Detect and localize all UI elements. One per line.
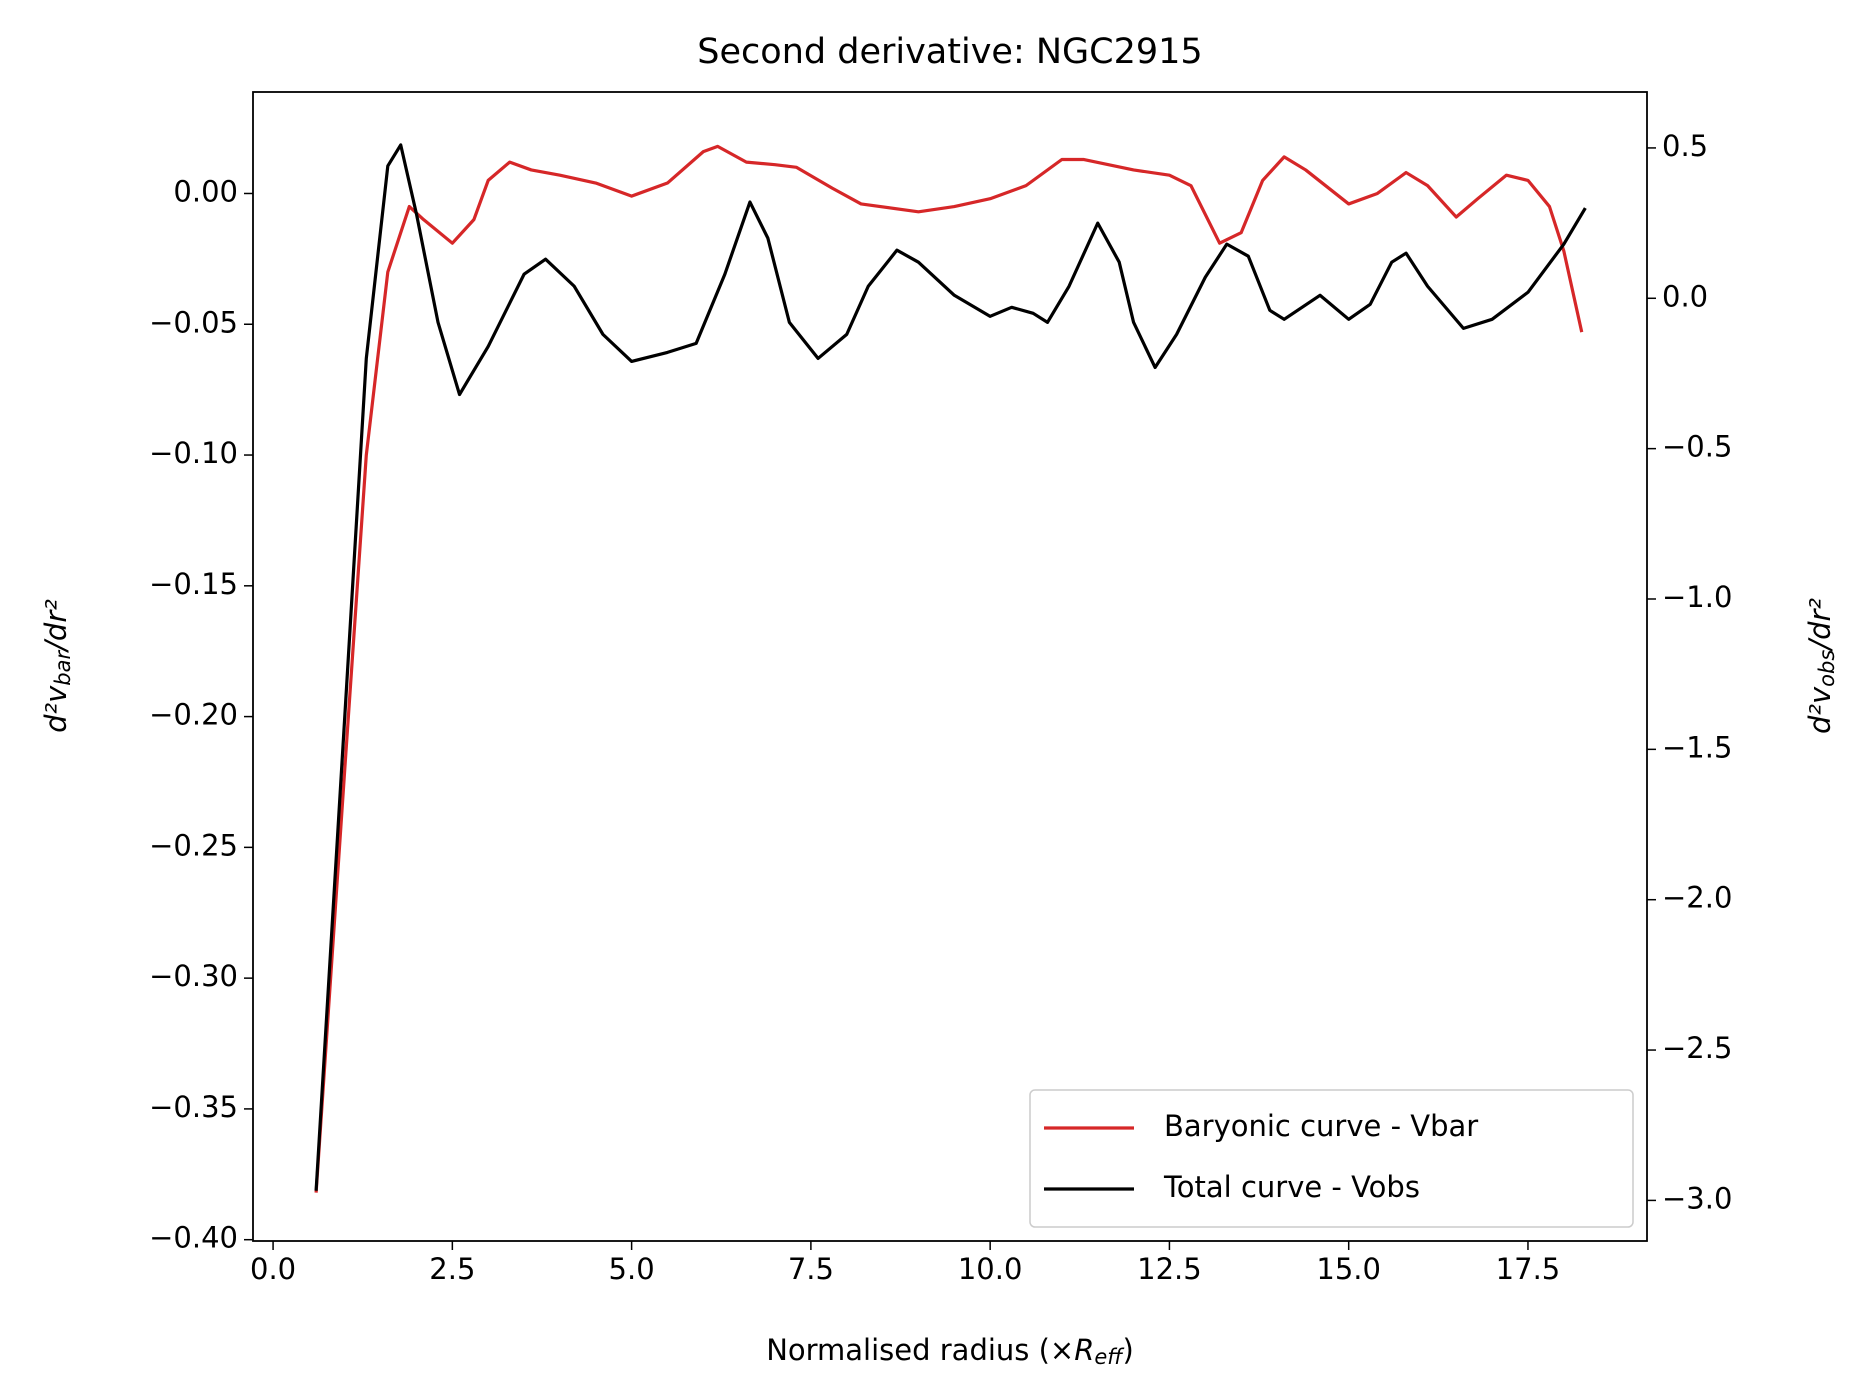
y-label-tail: /dr² [39, 599, 73, 654]
x-label-var: R [1074, 1333, 1094, 1367]
legend: Baryonic curve - Vbar Total curve - Vobs [1029, 1089, 1634, 1228]
y-tick-label: −0.40 [149, 1221, 238, 1255]
y2-tick-label: 0.5 [1662, 129, 1708, 163]
x-tick-label: 5.0 [609, 1252, 655, 1286]
y2-tick-label: −1.0 [1662, 580, 1732, 614]
chart-title: Second derivative: NGC2915 [697, 32, 1202, 72]
y2-tick-label: −2.5 [1662, 1031, 1732, 1065]
legend-label: Baryonic curve - Vbar [1164, 1109, 1478, 1143]
y-tick-label: −0.10 [149, 436, 238, 470]
y2-label-tail: /dr² [1803, 598, 1837, 653]
x-tick-label: 2.5 [429, 1252, 475, 1286]
y2-label-sub: obs [1815, 650, 1839, 687]
x-tick-label: 7.5 [788, 1252, 834, 1286]
y2-tick-label: −1.5 [1662, 730, 1732, 764]
y-tick-label: 0.00 [173, 174, 238, 208]
y2-axis-label: d²vobs/dr² [1803, 598, 1839, 734]
y2-tick-label: −3.0 [1662, 1181, 1732, 1215]
y-tick-label: −0.35 [149, 1090, 238, 1124]
x-tick-label: 10.0 [958, 1252, 1023, 1286]
plot-frame [252, 91, 1648, 1242]
y-tick-label: −0.15 [149, 567, 238, 601]
x-tick-label: 15.0 [1316, 1252, 1381, 1286]
x-label-main: Normalised radius (× [766, 1333, 1074, 1367]
y-label-main: d²v [39, 685, 73, 733]
legend-box [1029, 1089, 1634, 1228]
x-tick-label: 0.0 [250, 1252, 296, 1286]
y2-label-main: d²v [1803, 686, 1837, 734]
series-line [314, 143, 1587, 1191]
x-label-tail: ) [1122, 1333, 1133, 1367]
y-tick-label: −0.30 [149, 959, 238, 993]
x-axis-label: Normalised radius (×Reff) [766, 1333, 1134, 1369]
y-label-sub: bar [51, 649, 75, 685]
y-tick-label: −0.05 [149, 305, 238, 339]
y2-tick-label: −2.0 [1662, 881, 1732, 915]
legend-label: Total curve - Vobs [1163, 1170, 1420, 1204]
y-axis-label: d²vbar/dr² [39, 599, 75, 733]
series-line [314, 144, 1584, 1193]
y-tick-label: −0.20 [149, 698, 238, 732]
y-tick-label: −0.25 [149, 828, 238, 862]
y2-tick-label: −0.5 [1662, 430, 1732, 464]
x-label-sub: eff [1094, 1345, 1125, 1369]
x-tick-label: 17.5 [1496, 1252, 1561, 1286]
y2-tick-label: 0.0 [1662, 279, 1708, 313]
x-tick-label: 12.5 [1137, 1252, 1202, 1286]
